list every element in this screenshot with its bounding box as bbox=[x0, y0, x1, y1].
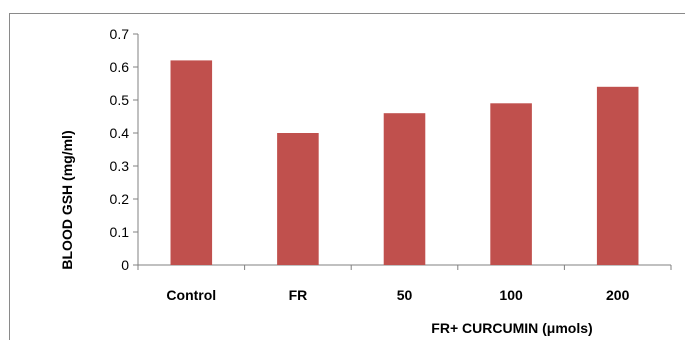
y-tick-label: 0.1 bbox=[110, 224, 130, 240]
x-tick-label: 50 bbox=[397, 287, 413, 303]
y-tick-label: 0.5 bbox=[110, 92, 130, 108]
bars bbox=[170, 60, 639, 266]
y-axis-title: BLOOD GSH (mg/ml) bbox=[59, 130, 75, 269]
bar-fr bbox=[277, 133, 319, 265]
y-axis: 0 0.1 0.2 0.3 0.4 0.5 0.6 0.7 bbox=[110, 26, 139, 273]
y-tick-label: 0.2 bbox=[110, 191, 130, 207]
bar-100 bbox=[490, 103, 532, 265]
category-labels: Control FR 50 100 200 bbox=[166, 287, 629, 303]
x-axis-title: FR+ CURCUMIN (μmols) bbox=[431, 320, 592, 336]
y-tick-label: 0 bbox=[121, 257, 129, 273]
chart-frame bbox=[9, 13, 685, 340]
x-tick-label: Control bbox=[166, 287, 216, 303]
bar-200 bbox=[596, 86, 639, 265]
bar-control bbox=[170, 60, 213, 266]
x-tick-label: 200 bbox=[606, 287, 630, 303]
y-tick-label: 0.7 bbox=[110, 26, 130, 42]
y-tick-label: 0.3 bbox=[110, 158, 130, 174]
bar-50 bbox=[383, 113, 426, 265]
x-tick-label: 100 bbox=[499, 287, 523, 303]
x-axis bbox=[137, 264, 672, 270]
x-tick-label: FR bbox=[289, 287, 308, 303]
y-tick-label: 0.4 bbox=[110, 125, 130, 141]
y-tick-label: 0.6 bbox=[110, 59, 130, 75]
